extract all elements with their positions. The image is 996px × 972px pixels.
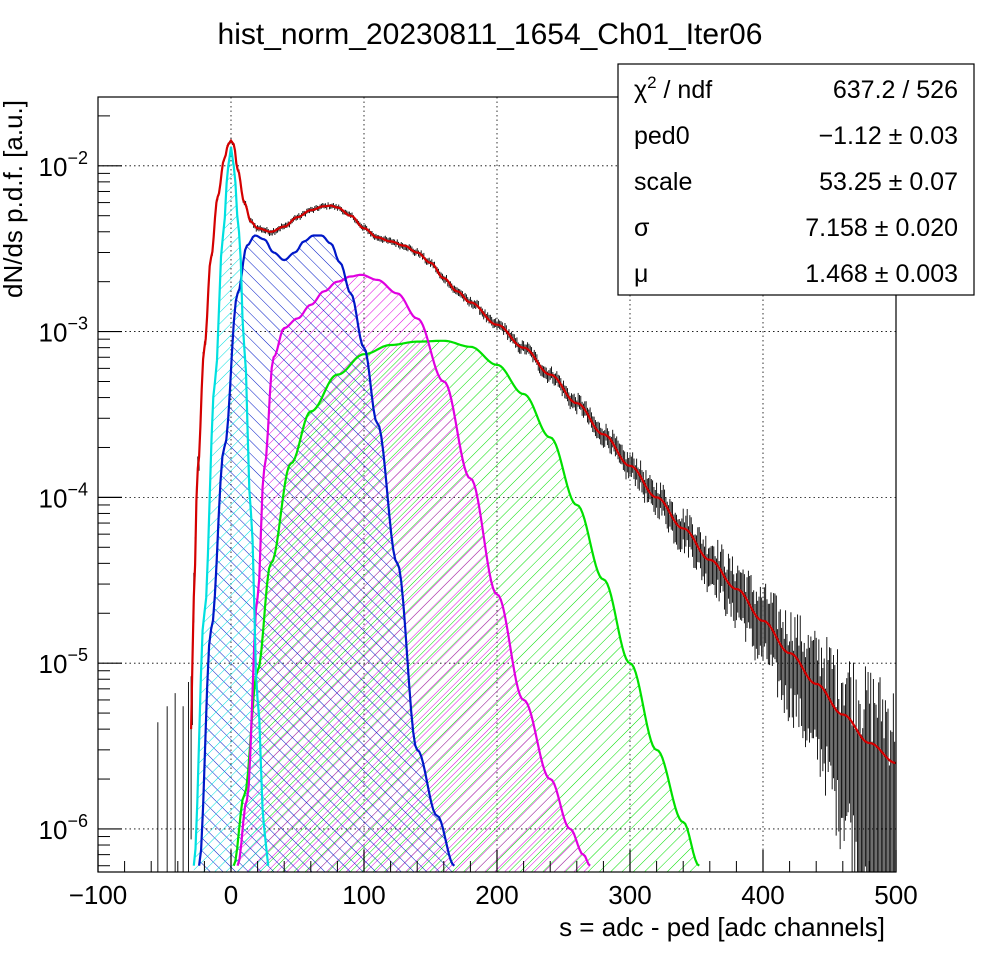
stats-row-label: scale: [634, 168, 692, 196]
component-curve-pe3: [232, 339, 700, 867]
component-fills: [193, 146, 700, 872]
component-fill-pedestal: [193, 146, 269, 872]
stats-row-value: −1.12 ± 0.03: [818, 122, 958, 150]
total-fit-curve: [190, 138, 896, 765]
stats-row-label: σ: [634, 214, 650, 242]
y-tick-label: 10−6: [39, 811, 88, 845]
stats-box-frame: [617, 63, 975, 296]
chart-title: hist_norm_20230811_1654_Ch01_Iter06: [218, 18, 763, 51]
stats-row-value: 53.25 ± 0.07: [819, 168, 958, 196]
x-tick-label: 400: [741, 880, 784, 910]
y-tick-label: 10−3: [39, 314, 88, 348]
x-tick-label: 100: [342, 880, 385, 910]
component-curve-pe2: [236, 273, 591, 867]
fit-stats-box: χ2 / ndf 637.2 / 526 ped0 −1.12 ± 0.03 scale…: [617, 63, 975, 296]
y-tick-label: 10−2: [39, 148, 88, 182]
y-axis-label: dN/ds p.d.f. [a.u.]: [0, 100, 28, 298]
x-axis-label: s = adc - ped [adc channels]: [559, 912, 885, 942]
stats-row-value: 1.468 ± 0.003: [805, 260, 958, 288]
component-curve-pedestal: [192, 146, 270, 866]
stats-row-label: μ: [634, 260, 648, 288]
axis-ticks: −100 0 100 200 300 400 500 10−6 10−5 10−4 10−3 10−2: [39, 115, 918, 910]
y-tick-label: 10−4: [39, 479, 88, 513]
stats-row-value: 637.2 / 526: [833, 76, 958, 104]
x-tick-label: −100: [69, 880, 128, 910]
y-tick-label: 10−5: [39, 645, 88, 679]
component-fill-pe1: [199, 235, 455, 872]
component-curves: [190, 138, 896, 867]
x-tick-label: 200: [475, 880, 518, 910]
stats-row-value: 7.158 ± 0.020: [805, 214, 958, 242]
x-tick-label: 0: [224, 880, 238, 910]
stats-row-label: χ2 / ndf: [634, 73, 712, 104]
stats-row-label: ped0: [634, 122, 690, 150]
x-tick-label: 500: [874, 880, 917, 910]
x-tick-label: 300: [608, 880, 651, 910]
